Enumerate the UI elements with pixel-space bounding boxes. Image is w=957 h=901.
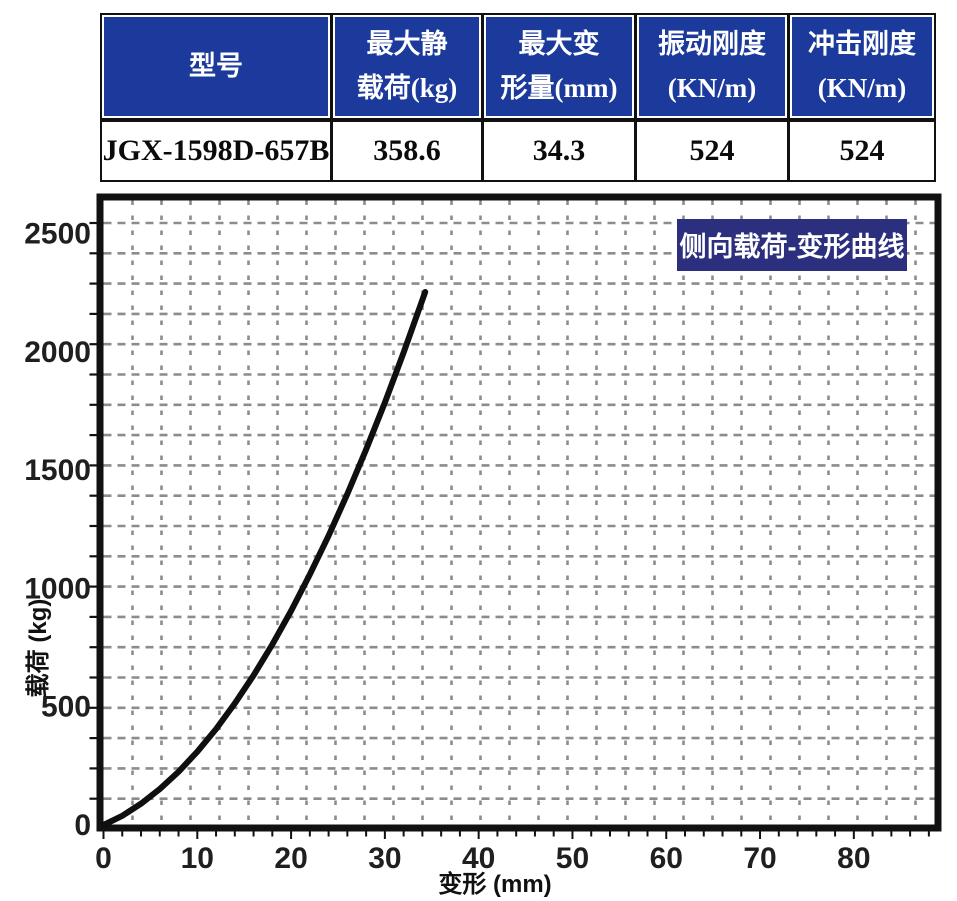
spec-value-impact-stiffness: 524 [790,122,934,180]
annotation-label: 侧向载荷-变形曲线 [680,231,905,262]
y-tick-label: 500 [41,691,91,724]
x-tick-label: 40 [462,842,495,875]
tick-labels: 0 10 20 30 40 50 60 70 80 0 500 1000 1500 2000 2500 [24,218,870,875]
spec-header-max-static-load: 最大静载荷(kg) [333,15,481,118]
x-tick-label: 60 [650,842,683,875]
x-tick-label: 20 [274,842,307,875]
spec-value-model: JGX-1598D-657B [102,122,330,180]
spec-header-max-static-load-line1: 最大静 [366,28,448,59]
spec-table: 型号 最大静载荷(kg) 最大变形量(mm) 振动刚度 (KN/m) 冲击刚度 (K… [100,13,936,182]
plot-frame [96,193,942,832]
y-tick-label: 1500 [24,454,91,487]
spec-header-vibration-stiffness-line1: 振动刚度 [658,28,766,59]
plot-svg: 0 10 20 30 40 50 60 70 80 0 500 1000 1500 2000 2500 侧向… [24,193,942,898]
x-tick-label: 70 [743,842,776,875]
spec-header-impact-stiffness-line1: 冲击刚度 [808,28,916,59]
spec-header-vibration-stiffness: 振动刚度 (KN/m) [637,15,787,118]
spec-value-max-static-load: 358.6 [333,122,481,180]
spec-header-max-deformation-line2: 形量(mm) [500,72,618,103]
x-tick-label: 80 [837,842,870,875]
spec-value-max-deformation: 34.3 [484,122,634,180]
x-tick-label: 30 [368,842,401,875]
spec-header-impact-stiffness: 冲击刚度 (KN/m) [790,15,934,118]
y-tick-label: 0 [74,809,91,842]
spec-header-max-static-load-line2: 载荷(kg) [356,72,458,103]
spec-header-model-line1: 型号 [189,50,243,81]
axis-ticks [89,221,930,839]
annotation-box [677,219,907,271]
y-tick-label: 2500 [24,218,91,251]
spec-header-impact-stiffness-line2: (KN/m) [817,72,907,103]
x-tick-label: 0 [95,842,112,875]
load-deformation-chart: 0 10 20 30 40 50 60 70 80 0 500 1000 1500 2000 2500 侧向… [0,190,957,901]
spec-header-max-deformation-line1: 最大变 [518,28,600,59]
spec-header-vibration-stiffness-line2: (KN/m) [667,72,757,103]
load-deformation-curve [100,289,429,828]
spec-header-max-deformation: 最大变形量(mm) [484,15,634,118]
y-tick-label: 2000 [24,336,91,369]
spec-value-vibration-stiffness: 524 [637,122,787,180]
x-axis-title: 变形 (mm) [438,870,551,898]
y-axis-title: 载荷 (kg) [25,599,52,698]
x-tick-label: 50 [556,842,589,875]
x-tick-label: 10 [181,842,214,875]
y-tick-label: 1000 [24,572,91,605]
grid-lines [103,200,935,825]
spec-header-model: 型号 [102,15,330,118]
